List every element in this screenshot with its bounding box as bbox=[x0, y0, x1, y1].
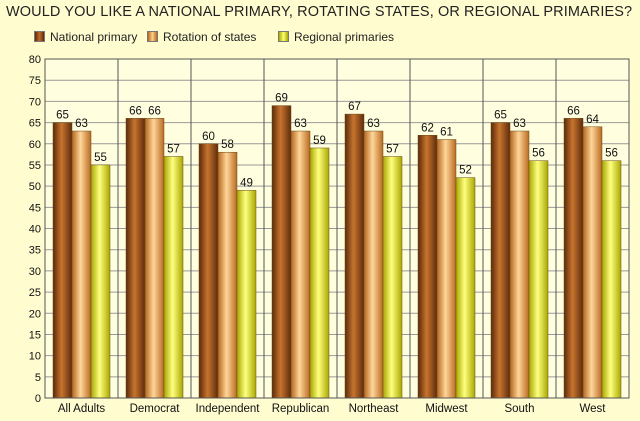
y-tick-label-0: 0 bbox=[35, 393, 41, 405]
bar-west-national-primary bbox=[563, 118, 584, 399]
legend-swatch-national-primary bbox=[34, 31, 45, 42]
category-labels: All Adults Democrat Independent Republican N… bbox=[58, 403, 606, 415]
value-label-northeast-national-primary: 67 bbox=[348, 101, 361, 113]
bar-republican-rotation-of-states bbox=[290, 130, 311, 399]
legend-label-rotation-of-states: Rotation of states bbox=[163, 30, 257, 44]
value-label-south-regional-primaries: 56 bbox=[532, 148, 545, 160]
legend-item-rotation-of-states: Rotation of states bbox=[147, 30, 256, 44]
value-label-south-rotation-of-states: 63 bbox=[513, 118, 526, 130]
bar-republican-national-primary bbox=[271, 105, 292, 399]
category-separators bbox=[117, 59, 557, 398]
bar-all-adults-regional-primaries bbox=[90, 164, 111, 399]
y-tick-label-5: 5 bbox=[35, 372, 41, 384]
bar-independent-regional-primaries bbox=[236, 190, 257, 399]
bar-all-adults-national-primary bbox=[52, 122, 73, 399]
value-label-northeast-regional-primaries: 57 bbox=[386, 143, 399, 155]
bar-democrat-regional-primaries bbox=[163, 156, 184, 399]
legend-label-national-primary: National primary bbox=[50, 30, 138, 44]
y-tick-label-40: 40 bbox=[29, 224, 41, 236]
value-label-west-rotation-of-states: 64 bbox=[586, 114, 599, 126]
value-labels: 65 63 55 66 66 57 60 58 49 69 63 59 67 63 57 62 61 52 65 63… bbox=[56, 93, 618, 190]
bar-midwest-national-primary bbox=[417, 135, 438, 399]
y-tick-label-80: 80 bbox=[29, 54, 41, 66]
legend-label-regional-primaries: Regional primaries bbox=[294, 30, 395, 44]
value-label-midwest-rotation-of-states: 61 bbox=[440, 127, 453, 139]
y-tick-label-30: 30 bbox=[29, 266, 41, 278]
y-tick-label-65: 65 bbox=[29, 118, 41, 130]
y-tick-label-35: 35 bbox=[29, 245, 41, 257]
y-tick-label-75: 75 bbox=[29, 75, 41, 87]
legend-item-regional-primaries: Regional primaries bbox=[278, 30, 394, 44]
bar-northeast-rotation-of-states bbox=[363, 130, 384, 399]
y-tick-label-25: 25 bbox=[29, 287, 41, 299]
bars bbox=[52, 105, 622, 399]
bar-south-rotation-of-states bbox=[509, 130, 530, 399]
y-axis-ticks: 0 5 10 15 20 25 30 35 40 45 50 55 60 65 70 75 80 bbox=[29, 54, 41, 405]
value-label-republican-national-primary: 69 bbox=[275, 93, 288, 105]
value-label-democrat-rotation-of-states: 66 bbox=[148, 105, 161, 117]
x-category-label-democrat: Democrat bbox=[130, 403, 181, 415]
value-label-independent-national-primary: 60 bbox=[202, 131, 215, 143]
value-label-south-national-primary: 65 bbox=[494, 110, 507, 122]
x-category-label-midwest: Midwest bbox=[425, 403, 468, 415]
x-category-label-republican: Republican bbox=[272, 403, 330, 415]
legend-item-national-primary: National primary bbox=[34, 30, 137, 44]
bar-south-national-primary bbox=[490, 122, 511, 399]
value-label-democrat-national-primary: 66 bbox=[129, 105, 142, 117]
x-category-label-northeast: Northeast bbox=[349, 403, 400, 415]
value-label-independent-regional-primaries: 49 bbox=[240, 177, 253, 189]
plot-border bbox=[44, 58, 630, 399]
bar-south-regional-primaries bbox=[528, 160, 549, 399]
value-label-all-adults-national-primary: 65 bbox=[56, 110, 69, 122]
y-tick-label-10: 10 bbox=[29, 351, 41, 363]
value-label-all-adults-regional-primaries: 55 bbox=[94, 152, 107, 164]
x-category-label-south: South bbox=[504, 403, 534, 415]
value-label-independent-rotation-of-states: 58 bbox=[221, 139, 234, 151]
bar-midwest-regional-primaries bbox=[455, 177, 476, 399]
bar-republican-regional-primaries bbox=[309, 147, 330, 399]
value-label-midwest-national-primary: 62 bbox=[421, 122, 434, 134]
bar-democrat-rotation-of-states bbox=[144, 118, 165, 399]
bar-independent-national-primary bbox=[198, 143, 219, 399]
y-tick-label-50: 50 bbox=[29, 181, 41, 193]
legend-swatch-regional-primaries bbox=[278, 31, 289, 42]
value-label-midwest-regional-primaries: 52 bbox=[459, 165, 472, 177]
y-tick-label-60: 60 bbox=[29, 139, 41, 151]
value-label-west-national-primary: 66 bbox=[567, 105, 580, 117]
value-label-all-adults-rotation-of-states: 63 bbox=[75, 118, 88, 130]
x-category-label-west: West bbox=[580, 403, 607, 415]
x-category-label-all-adults: All Adults bbox=[58, 403, 106, 415]
chart-title: WOULD YOU LIKE A NATIONAL PRIMARY, ROTAT… bbox=[6, 4, 633, 20]
bar-west-regional-primaries bbox=[601, 160, 622, 399]
y-tick-label-70: 70 bbox=[29, 96, 41, 108]
bar-west-rotation-of-states bbox=[582, 126, 603, 399]
bar-all-adults-rotation-of-states bbox=[71, 130, 92, 399]
legend-swatch-rotation-of-states bbox=[147, 31, 158, 42]
value-label-northeast-rotation-of-states: 63 bbox=[367, 118, 380, 130]
bar-northeast-regional-primaries bbox=[382, 156, 403, 399]
y-tick-label-45: 45 bbox=[29, 202, 41, 214]
bar-northeast-national-primary bbox=[344, 113, 365, 399]
y-tick-label-55: 55 bbox=[29, 160, 41, 172]
bar-democrat-national-primary bbox=[125, 118, 146, 399]
bar-independent-rotation-of-states bbox=[217, 151, 238, 399]
value-label-democrat-regional-primaries: 57 bbox=[167, 143, 180, 155]
value-label-west-regional-primaries: 56 bbox=[605, 148, 618, 160]
bar-midwest-rotation-of-states bbox=[436, 139, 457, 399]
x-category-label-independent: Independent bbox=[196, 403, 261, 415]
value-label-republican-rotation-of-states: 63 bbox=[294, 118, 307, 130]
y-tick-label-20: 20 bbox=[29, 308, 41, 320]
y-tick-label-15: 15 bbox=[29, 329, 41, 341]
value-label-republican-regional-primaries: 59 bbox=[313, 135, 326, 147]
